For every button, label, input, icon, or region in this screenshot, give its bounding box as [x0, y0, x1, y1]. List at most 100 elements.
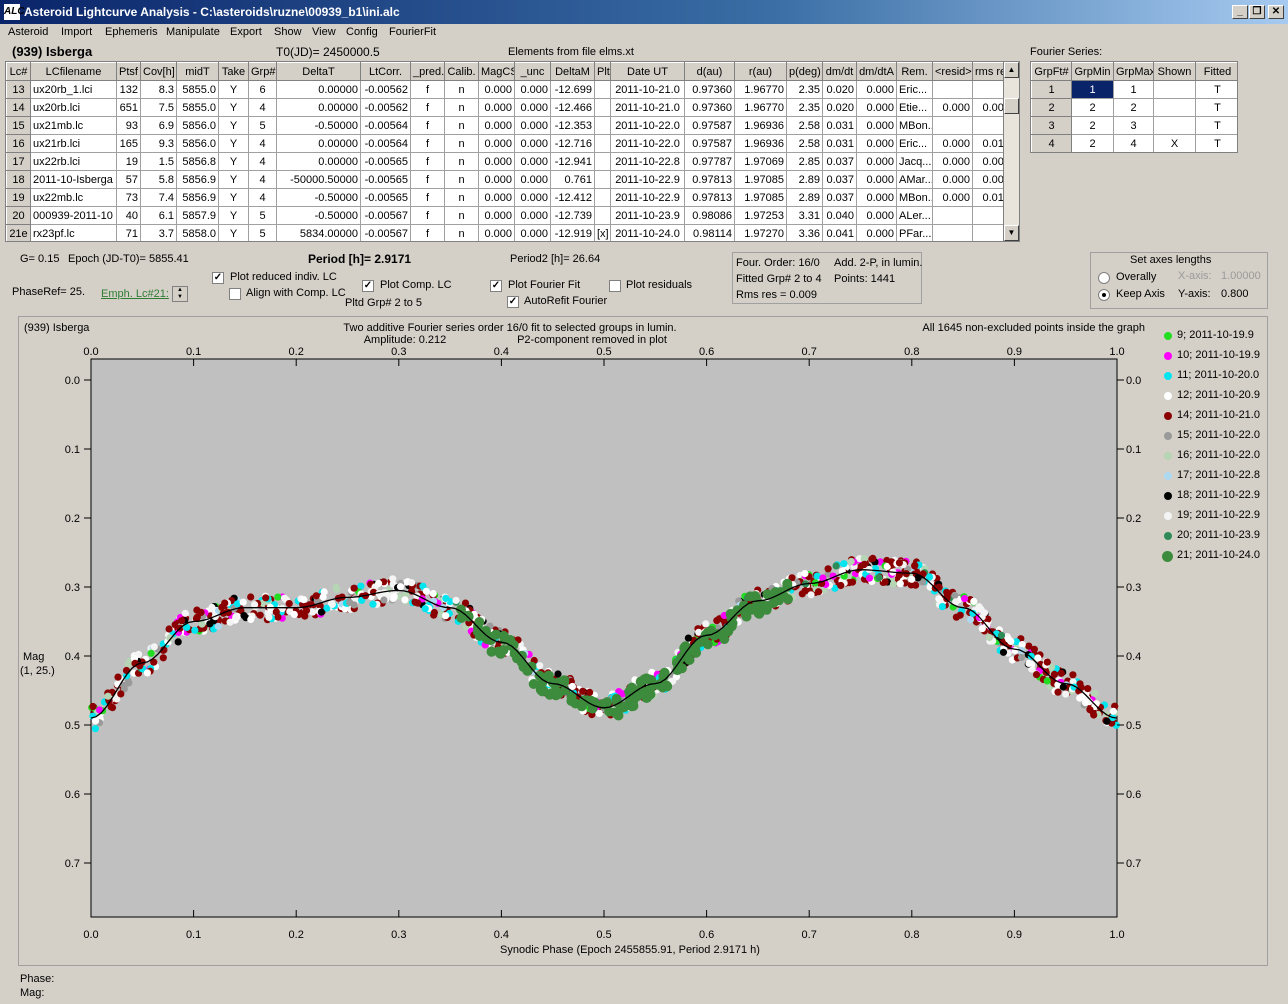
lc-cell[interactable]: 0.000	[478, 224, 515, 241]
lc-cell[interactable]: 0.000	[514, 116, 551, 135]
scroll-up-icon[interactable]: ▲	[1004, 62, 1019, 78]
lc-cell[interactable]: 0.037	[822, 188, 857, 207]
table-row[interactable]: 14 ux20rb.lci 651 7.5 5855.0 Y 4 0.00000 -0.0056…	[6, 98, 1004, 117]
keep-axis-radio[interactable]	[1098, 289, 1110, 301]
table-row[interactable]: 16 ux21rb.lci 165 9.3 5856.0 Y 4 0.00000 -0.0056…	[6, 134, 1004, 153]
table-scrollbar[interactable]: ▲ ▼	[1003, 61, 1020, 242]
lc-cell[interactable]: 15	[6, 116, 31, 135]
fourier-cell[interactable]: 3	[1031, 116, 1072, 135]
lc-cell[interactable]: 2011-10-22.8	[610, 152, 685, 171]
lc-cell[interactable]: 0.020	[822, 80, 857, 99]
table-row[interactable]: 13 ux20rb_1.lci 132 8.3 5855.0 Y 6 0.00000 -0.00…	[6, 80, 1004, 99]
menu-manipulate[interactable]: Manipulate	[166, 26, 220, 38]
lc-cell[interactable]: 0.761	[550, 170, 595, 189]
lc-cell[interactable]: 1.5	[140, 152, 177, 171]
lc-cell[interactable]: 0.015	[972, 188, 1004, 207]
lc-cell[interactable]: 000939-2011-10	[30, 206, 117, 225]
lc-cell[interactable]: 5856.0	[176, 116, 219, 135]
lc-cell[interactable]: 0.000	[856, 98, 897, 117]
lc-cell[interactable]: -12.716	[550, 134, 595, 153]
lc-cell[interactable]: -0.00565	[360, 170, 411, 189]
menu-asteroid[interactable]: Asteroid	[8, 26, 49, 38]
lc-cell[interactable]: 71	[116, 224, 141, 241]
lc-cell[interactable]: 0.031	[822, 116, 857, 135]
lc-cell[interactable]: 2011-10-22.9	[610, 170, 685, 189]
lc-cell[interactable]: 57	[116, 170, 141, 189]
menu-config[interactable]: Config	[346, 26, 378, 38]
emph-spinner[interactable]: ▲ ▼	[172, 286, 188, 302]
lc-cell[interactable]: 5858.0	[176, 224, 219, 241]
menu-export[interactable]: Export	[230, 26, 262, 38]
lc-cell[interactable]: -12.919	[550, 224, 595, 241]
lc-cell[interactable]: -0.00565	[360, 152, 411, 171]
lc-cell[interactable]: 21e	[6, 224, 31, 241]
autorefit-checkbox[interactable]: ✓	[507, 296, 519, 308]
lc-cell[interactable]: 2011-10-Isberga	[30, 170, 117, 189]
menu-fourierfit[interactable]: FourierFit	[389, 26, 437, 38]
lc-cell[interactable]: 0.000	[856, 116, 897, 135]
fourier-col-header[interactable]: GrpMin	[1071, 62, 1114, 81]
lc-cell[interactable]: 17	[6, 152, 31, 171]
lc-cell[interactable]: 0.037	[822, 152, 857, 171]
menu-ephemeris[interactable]: Ephemeris	[105, 26, 158, 38]
scroll-down-icon[interactable]: ▼	[1004, 225, 1019, 241]
lc-cell[interactable]: 165	[116, 134, 141, 153]
lc-cell[interactable]: 0.040	[822, 206, 857, 225]
lc-cell[interactable]: 0.000	[514, 134, 551, 153]
minimize-button[interactable]: _	[1232, 5, 1248, 19]
lc-col-header[interactable]: _pred.	[410, 62, 445, 81]
lc-col-header[interactable]: LtCorr.	[360, 62, 411, 81]
lc-cell[interactable]: 8.3	[140, 80, 177, 99]
lc-cell[interactable]: 2011-10-22.0	[610, 116, 685, 135]
lc-cell[interactable]: 6.9	[140, 116, 177, 135]
lc-cell[interactable]: 0.006	[972, 152, 1004, 171]
fourier-col-header[interactable]: Shown	[1153, 62, 1196, 81]
table-row[interactable]: 17 ux22rb.lci 19 1.5 5856.8 Y 4 0.00000 -0.00565…	[6, 152, 1004, 171]
lc-cell[interactable]: 2011-10-22.0	[610, 134, 685, 153]
lc-col-header[interactable]: _unc	[514, 62, 551, 81]
lc-cell[interactable]: -0.00562	[360, 80, 411, 99]
lc-col-header[interactable]: MagCS	[478, 62, 515, 81]
menu-import[interactable]: Import	[61, 26, 93, 38]
fourier-cell[interactable]: 1	[1071, 80, 1114, 99]
lc-cell[interactable]: PFar...	[896, 224, 933, 241]
lc-cell[interactable]: 1.97085	[734, 188, 787, 207]
lc-cell[interactable]: 0.041	[822, 224, 857, 241]
lc-col-header[interactable]: <resid>	[932, 62, 973, 81]
table-row[interactable]: 19 ux22mb.lc 73 7.4 5856.9 Y 4 -0.50000 -0.00565…	[6, 188, 1004, 207]
emph-lc-link[interactable]: Emph. Lc#21:	[101, 288, 169, 300]
lc-cell[interactable]: -0.00564	[360, 116, 411, 135]
fourier-cell[interactable]: X	[1153, 134, 1196, 152]
lc-col-header[interactable]: dm/dt	[822, 62, 857, 81]
fourier-cell[interactable]: 2	[1031, 98, 1072, 117]
align-comp-checkbox[interactable]	[229, 288, 241, 300]
lc-cell[interactable]: 0.000	[514, 80, 551, 99]
lc-cell[interactable]: 5856.8	[176, 152, 219, 171]
lc-cell[interactable]: -12.412	[550, 188, 595, 207]
lc-cell[interactable]: MBon...	[896, 116, 933, 135]
lc-cell[interactable]: -0.00567	[360, 224, 411, 241]
lc-cell[interactable]: 3.7	[140, 224, 177, 241]
menu-view[interactable]: View	[312, 26, 336, 38]
lc-cell[interactable]: 0.000	[856, 224, 897, 241]
table-row[interactable]: 18 2011-10-Isberga 57 5.8 5856.9 Y 4 -50000.500…	[6, 170, 1004, 189]
lc-col-header[interactable]: DeltaM	[550, 62, 595, 81]
lc-cell[interactable]: 0.000	[478, 80, 515, 99]
restore-button[interactable]: ❐	[1249, 5, 1265, 19]
lc-cell[interactable]: 0.00000	[276, 80, 361, 99]
plot-reduced-checkbox[interactable]: ✓	[212, 272, 224, 284]
lc-cell[interactable]: rx23pf.lc	[30, 224, 117, 241]
lc-col-header[interactable]: Grp#	[248, 62, 277, 81]
lc-col-header[interactable]: dm/dtA	[856, 62, 897, 81]
lightcurve-table[interactable]: Lc# LCfilename Ptsf Cov[h] midT Take Grp# Delta…	[5, 61, 1005, 242]
lc-cell[interactable]: -0.00564	[360, 134, 411, 153]
overally-radio[interactable]	[1098, 272, 1110, 284]
lc-cell[interactable]: 0.000	[856, 152, 897, 171]
y-axis-value[interactable]: 0.800	[1221, 288, 1249, 300]
close-button[interactable]: ✕	[1268, 5, 1284, 19]
lc-cell[interactable]: 0.008	[972, 98, 1004, 117]
lc-cell[interactable]: 0.006	[972, 170, 1004, 189]
